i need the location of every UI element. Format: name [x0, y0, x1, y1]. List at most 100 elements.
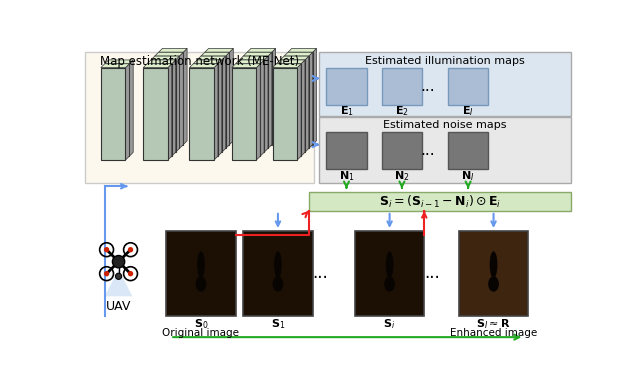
Polygon shape [143, 64, 172, 68]
Polygon shape [247, 48, 276, 52]
Text: Map estimation network (ME-Net): Map estimation network (ME-Net) [100, 55, 299, 68]
Polygon shape [284, 52, 312, 56]
Bar [189, 68, 214, 160]
Text: ...: ... [420, 143, 435, 158]
Circle shape [104, 247, 109, 252]
Polygon shape [105, 270, 132, 296]
Polygon shape [280, 56, 308, 60]
Bar [326, 68, 367, 104]
Ellipse shape [384, 276, 395, 292]
Bar [276, 64, 301, 156]
Polygon shape [147, 60, 175, 64]
Polygon shape [272, 48, 276, 145]
Bar [308, 192, 572, 211]
Polygon shape [221, 56, 225, 152]
Polygon shape [159, 48, 187, 52]
Polygon shape [197, 56, 225, 60]
Text: $\mathbf{S}_1$: $\mathbf{S}_1$ [271, 317, 285, 331]
Polygon shape [239, 56, 268, 60]
Text: ...: ... [424, 264, 440, 282]
Polygon shape [214, 64, 218, 160]
Polygon shape [218, 60, 221, 156]
Bar [143, 68, 168, 160]
Polygon shape [260, 60, 264, 156]
Bar [166, 231, 236, 316]
Polygon shape [236, 60, 264, 64]
Text: ...: ... [312, 264, 328, 282]
Bar [84, 52, 314, 183]
Bar [232, 68, 257, 160]
Bar [288, 52, 312, 145]
Bar [147, 64, 172, 156]
Polygon shape [179, 52, 183, 149]
Bar [151, 60, 175, 152]
Text: Estimated illumination maps: Estimated illumination maps [365, 56, 525, 66]
Text: $\mathbf{E}_2$: $\mathbf{E}_2$ [395, 104, 409, 118]
Bar [355, 231, 424, 316]
Text: Estimated noise maps: Estimated noise maps [383, 121, 507, 131]
Bar [247, 52, 272, 145]
Polygon shape [308, 52, 312, 149]
Circle shape [115, 273, 122, 280]
Polygon shape [183, 48, 187, 145]
Bar [193, 64, 218, 156]
Text: Original image: Original image [163, 328, 239, 338]
Polygon shape [288, 48, 316, 52]
Bar [101, 68, 125, 160]
Polygon shape [297, 64, 301, 160]
Bar [273, 68, 297, 160]
Polygon shape [276, 60, 305, 64]
Bar [382, 132, 422, 169]
Bar [239, 60, 264, 152]
Ellipse shape [273, 276, 284, 292]
Polygon shape [193, 60, 221, 64]
Bar [155, 56, 179, 149]
Polygon shape [257, 64, 260, 160]
Bar [319, 117, 572, 183]
Circle shape [113, 255, 125, 268]
Text: $\mathbf{S}_0$: $\mathbf{S}_0$ [194, 317, 208, 331]
Polygon shape [101, 64, 129, 68]
Polygon shape [273, 64, 301, 68]
Text: ...: ... [420, 79, 435, 94]
Bar [284, 56, 308, 149]
Bar [205, 52, 230, 145]
Ellipse shape [274, 251, 282, 278]
Polygon shape [172, 60, 175, 156]
Text: $\mathbf{S}_i$: $\mathbf{S}_i$ [383, 317, 396, 331]
Bar [105, 64, 129, 156]
Bar [448, 68, 488, 104]
Ellipse shape [386, 251, 394, 278]
Text: $\mathbf{N}_2$: $\mathbf{N}_2$ [394, 169, 410, 183]
Polygon shape [105, 60, 133, 64]
Polygon shape [243, 52, 272, 56]
Polygon shape [129, 60, 133, 156]
Text: $\mathbf{N}_1$: $\mathbf{N}_1$ [339, 169, 355, 183]
Polygon shape [205, 48, 234, 52]
Bar [159, 52, 183, 145]
Polygon shape [175, 56, 179, 152]
Polygon shape [305, 56, 308, 152]
Circle shape [104, 271, 109, 276]
Polygon shape [232, 64, 260, 68]
Bar [448, 132, 488, 169]
Text: $\mathbf{S}_I \approx \mathbf{R}$: $\mathbf{S}_I \approx \mathbf{R}$ [476, 317, 511, 331]
Polygon shape [225, 52, 230, 149]
Polygon shape [125, 64, 129, 160]
Polygon shape [230, 48, 234, 145]
Text: $\mathbf{E}_I$: $\mathbf{E}_I$ [462, 104, 474, 118]
Polygon shape [201, 52, 230, 56]
Polygon shape [301, 60, 305, 156]
Polygon shape [155, 52, 183, 56]
Ellipse shape [197, 251, 205, 278]
Ellipse shape [488, 276, 499, 292]
Polygon shape [268, 52, 272, 149]
Ellipse shape [196, 276, 206, 292]
Bar [197, 60, 221, 152]
Circle shape [128, 271, 133, 276]
Bar [382, 68, 422, 104]
Bar [459, 231, 528, 316]
Polygon shape [264, 56, 268, 152]
Polygon shape [312, 48, 316, 145]
Circle shape [128, 247, 133, 252]
